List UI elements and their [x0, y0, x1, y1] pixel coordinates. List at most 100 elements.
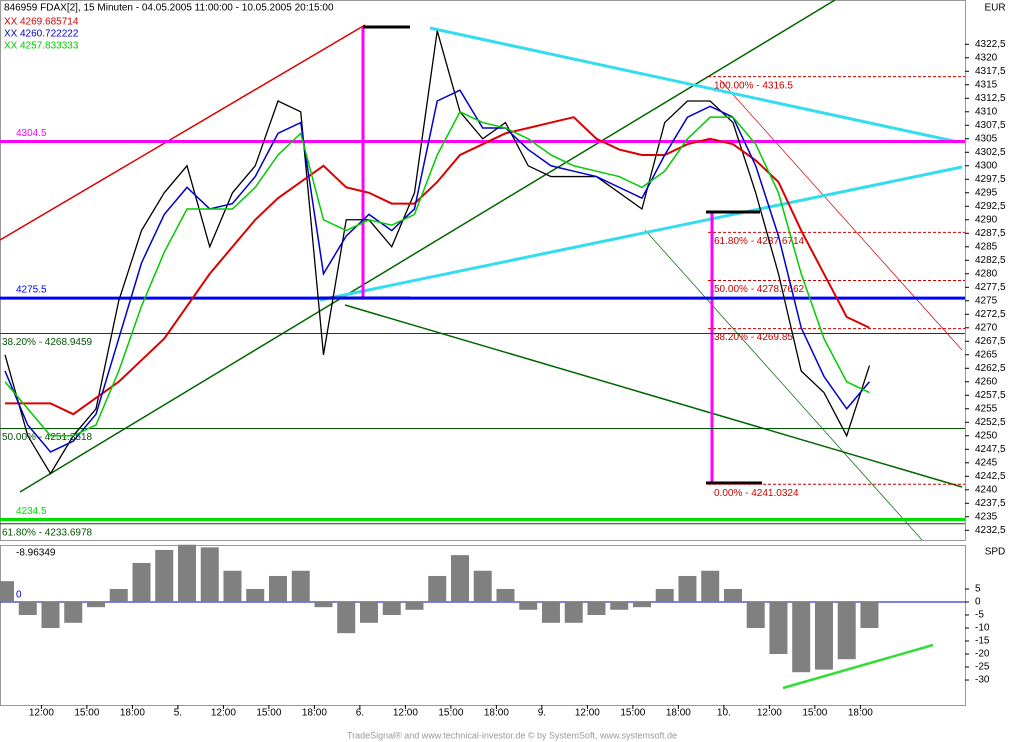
y-tick-label: -5	[975, 610, 984, 621]
bar	[18, 601, 37, 615]
x-tick-label: 18:00	[848, 708, 873, 719]
y-tick-label: 4320	[975, 52, 998, 63]
y-tick-label: 4252,5	[975, 417, 1006, 428]
x-tick-label: 6.	[356, 708, 364, 719]
bar	[223, 570, 242, 602]
y-tick-label: 4312,5	[975, 93, 1006, 104]
bar	[496, 588, 515, 602]
y-tick-label: 5	[975, 584, 981, 595]
bar	[200, 547, 219, 602]
x-tick-label: 12:00	[757, 708, 782, 719]
y-tick-label: -20	[975, 649, 990, 660]
bar	[837, 601, 856, 660]
price-line	[4, 30, 871, 475]
bar	[86, 601, 105, 608]
x-tick-label: 10.	[717, 708, 731, 719]
y-tick-label: -10	[975, 623, 990, 634]
y-tick-label: 4250	[975, 430, 998, 441]
bar	[610, 601, 629, 610]
legend-value: 4257.833333	[20, 41, 79, 52]
x-tick-label: 12:00	[29, 708, 54, 719]
bar	[246, 588, 265, 602]
level-label: 0.00% - 4241.0324	[714, 488, 799, 499]
y-tick-label: 4317,5	[975, 66, 1006, 77]
y-tick-label: 4245	[975, 457, 998, 468]
price-panel	[0, 0, 966, 541]
bar	[132, 562, 151, 602]
bar	[314, 601, 333, 608]
bar	[564, 601, 583, 623]
bar	[541, 601, 560, 623]
y-tick-label: 4290	[975, 214, 998, 225]
x-tick-label: 18:00	[666, 708, 691, 719]
y-tick-label: 4315	[975, 79, 998, 90]
bar	[109, 588, 128, 602]
bar	[359, 601, 378, 623]
bar	[64, 601, 83, 623]
bar	[337, 601, 356, 634]
trendline	[0, 24, 366, 241]
bar	[473, 570, 492, 602]
x-tick-label: 12:00	[575, 708, 600, 719]
x-tick-label: 18:00	[484, 708, 509, 719]
bar	[769, 601, 788, 655]
y-tick-label: 4235	[975, 511, 998, 522]
axis-unit: SPD	[985, 547, 1006, 558]
level-label: 4234.5	[16, 506, 47, 517]
oscillator-value: -8.96349	[16, 548, 56, 559]
x-tick-label: 12:00	[211, 708, 236, 719]
y-tick-label: 4272,5	[975, 309, 1006, 320]
indicator-line	[4, 110, 870, 437]
y-tick-label: 4300	[975, 160, 998, 171]
zero-label: 0	[16, 590, 22, 601]
bar	[814, 601, 833, 670]
x-tick-label: 18:00	[302, 708, 327, 719]
x-tick-label: 15:00	[74, 708, 99, 719]
indicator-line	[5, 116, 870, 416]
level-label: 4304.5	[16, 128, 47, 139]
y-tick-label: 4257,5	[975, 390, 1006, 401]
y-tick-label: 4322,5	[975, 39, 1006, 50]
legend-value: 4260.722222	[20, 29, 79, 40]
bar	[382, 601, 401, 615]
axis-unit: EUR	[984, 3, 1005, 14]
y-tick-label: 4302,5	[975, 147, 1006, 158]
bar	[792, 601, 811, 673]
bar	[655, 588, 674, 602]
y-tick-label: -15	[975, 636, 990, 647]
bar	[860, 601, 879, 628]
y-tick-label: 4237,5	[975, 498, 1006, 509]
bar	[155, 549, 174, 602]
legend-value: 4269.685714	[20, 17, 79, 28]
x-tick-label: 15:00	[256, 708, 281, 719]
level-label: 50.00% - 4278.7662	[714, 284, 805, 295]
y-tick-label: -30	[975, 675, 990, 686]
y-tick-label: 4295	[975, 187, 998, 198]
bar	[450, 555, 469, 602]
y-tick-label: 4292,5	[975, 201, 1006, 212]
bar	[678, 575, 697, 602]
y-tick-label: 4242,5	[975, 471, 1006, 482]
y-tick-label: 0	[975, 597, 981, 608]
level-label: 61.80% - 4287.6714	[714, 236, 805, 247]
legend-name: XX	[4, 17, 18, 28]
legend-name: XX	[4, 41, 18, 52]
y-tick-label: -25	[975, 662, 990, 673]
y-tick-label: 4270	[975, 322, 998, 333]
y-tick-label: 4240	[975, 484, 998, 495]
y-tick-label: 4265	[975, 349, 998, 360]
bar	[428, 575, 447, 602]
bar	[701, 570, 720, 602]
y-tick-label: 4277,5	[975, 282, 1006, 293]
y-tick-label: 4275	[975, 295, 998, 306]
trendline	[319, 165, 963, 302]
indicator-line	[4, 89, 871, 453]
x-tick-label: 15:00	[438, 708, 463, 719]
footer: TradeSignal® and www.technical-investor.…	[347, 730, 677, 740]
level-label: 38.20% - 4269.85	[714, 332, 793, 343]
y-tick-label: 4247,5	[975, 444, 1006, 455]
y-tick-label: 4255	[975, 403, 998, 414]
bar	[291, 570, 310, 602]
y-tick-label: 4307,5	[975, 120, 1006, 131]
